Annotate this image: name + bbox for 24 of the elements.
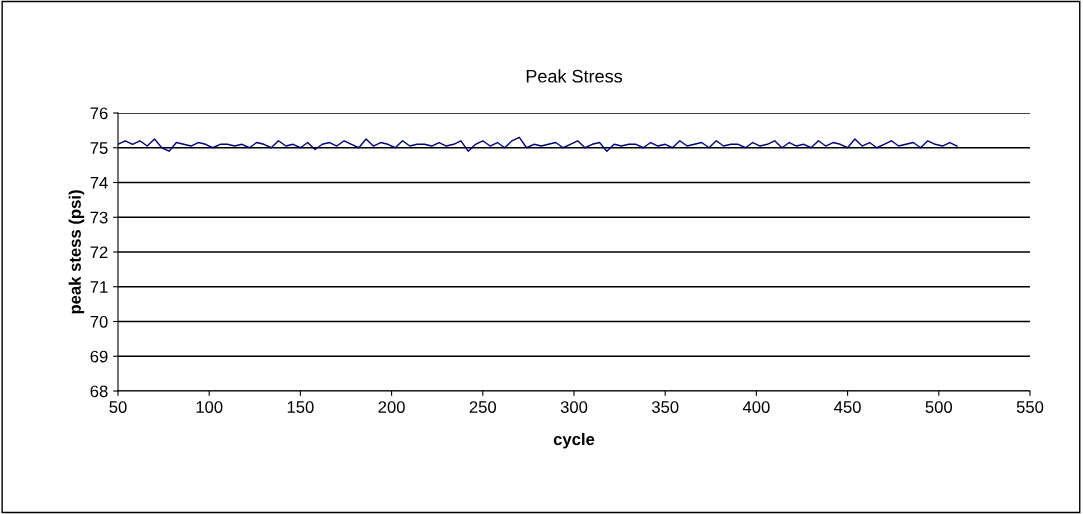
y-tick-label: 76 — [90, 107, 108, 120]
y-axis-title: peak stess (psi) — [68, 190, 85, 314]
x-tick-label: 100 — [196, 401, 223, 413]
x-tick-label: 550 — [1016, 401, 1044, 413]
x-tick-label: 250 — [469, 401, 497, 413]
x-axis-title: cycle — [553, 432, 595, 449]
x-tick-label: 450 — [834, 401, 861, 413]
x-tick-label: 500 — [925, 401, 953, 413]
x-tick-label: 50 — [109, 401, 127, 413]
y-tick-label: 73 — [90, 211, 108, 224]
x-tick-label: 350 — [651, 401, 679, 413]
x-tick-label: 300 — [560, 401, 588, 413]
y-tick-label: 68 — [90, 385, 108, 398]
line-series — [118, 136, 958, 152]
y-tick-label: 74 — [90, 177, 108, 189]
x-tick-label: 150 — [287, 401, 314, 413]
chart-title: Peak Stress — [526, 69, 623, 83]
x-tick-label: 400 — [742, 401, 770, 413]
y-tick-label: 71 — [90, 281, 108, 293]
y-tick-label: 69 — [90, 350, 108, 363]
y-tick-label: 70 — [90, 315, 108, 328]
x-tick-label: 200 — [378, 401, 405, 413]
y-tick-label: 75 — [90, 142, 108, 154]
y-tick-label: 72 — [90, 246, 108, 259]
